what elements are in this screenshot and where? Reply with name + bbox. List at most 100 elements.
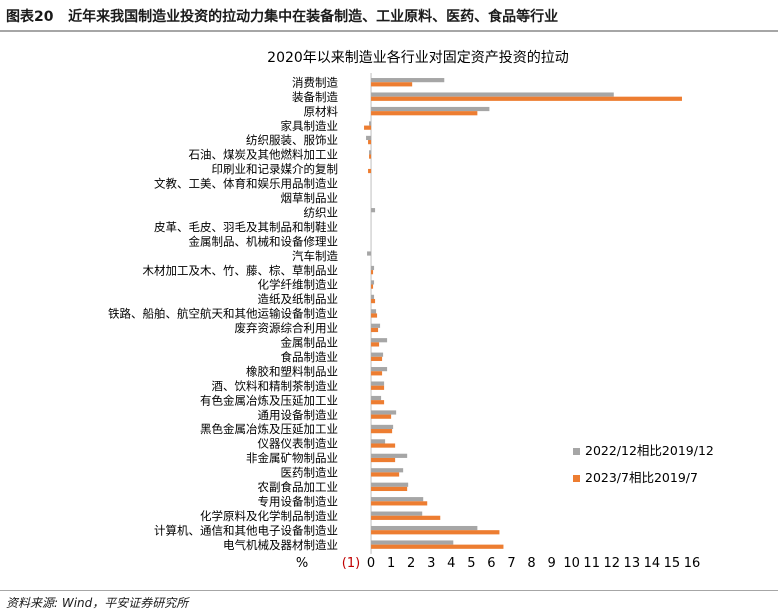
category-label: 化学原料及化学制品制造业 [200,509,338,523]
bar-series-1 [371,309,377,314]
bar-series-1 [371,482,409,487]
bar-series-1 [366,135,372,141]
x-tick-label: 2 [407,556,415,571]
bar-series-1 [371,511,423,516]
bar-series-2 [364,125,372,130]
chart-title: 2020年以来制造业各行业对固定资产投资的拉动 [267,50,569,66]
bar-series-1 [371,395,382,401]
category-label: 原材料 [304,104,339,118]
category-label: 木材加工及木、竹、藤、棕、草制品业 [143,263,339,277]
category-label: 橡胶和塑料制品业 [246,364,338,378]
legend-label-series-2: 2023/7相比2019/7 [585,470,698,485]
category-label: 电气机械及器材制造业 [223,538,338,552]
bar-series-1 [369,150,372,155]
bar-series-2 [371,342,380,347]
bar-series-1 [371,106,490,112]
bar-series-2 [371,327,379,333]
bar-series-1 [369,121,372,126]
x-tick-label: 11 [583,556,600,571]
footer-divider [0,590,778,591]
figure-number: 图表20 [6,9,54,25]
bar-series-2 [371,501,428,506]
x-tick-label: 13 [624,556,641,571]
category-label: 消费制造 [292,75,338,89]
bar-series-2 [371,385,385,390]
source-note: 资料来源: Wind，平安证券研究所 [6,596,189,610]
bar-series-2 [371,313,378,318]
category-label: 纺织服装、服饰业 [246,133,338,147]
bar-series-1 [371,352,384,357]
category-label: 铁路、船舶、航空航天和其他运输设备制造业 [108,307,338,321]
bar-series-1 [371,381,385,386]
legend-swatch-series-1 [573,448,580,455]
category-label: 金属制品业 [281,336,339,350]
category-label: 专用设备制造业 [258,494,339,508]
category-label: 酒、饮料和精制茶制造业 [212,379,339,393]
x-tick-label: 0 [367,556,375,571]
x-tick-label: 5 [467,556,475,571]
header-divider [0,30,778,32]
x-tick-label: 16 [684,556,701,571]
legend-swatch-series-2 [573,475,580,482]
bar-series-1 [371,338,388,343]
bar-series-2 [368,168,372,174]
category-label: 计算机、通信和其他电子设备制造业 [154,523,338,537]
bar-series-1 [371,78,445,83]
bar-series-1 [367,251,372,256]
bar-series-2 [371,472,400,477]
bar-series-1 [371,468,404,473]
figure-header-title: 图表20 近年来我国制造业投资的拉动力集中在装备制造、工业原料、医药、食品等行业 [6,6,558,26]
x-tick-label: 9 [547,556,555,571]
bar-series-1 [371,525,478,531]
bar-series-2 [371,530,500,535]
bar-series-2 [371,414,392,419]
category-label: 印刷业和记录媒介的复制 [212,162,339,176]
category-label: 文教、工美、体育和娱乐用品制造业 [154,177,338,191]
bar-series-1 [371,410,397,415]
category-label: 废弃资源综合利用业 [235,321,339,335]
bar-series-1 [371,265,375,271]
bar-series-2 [371,96,682,101]
category-label: 烟草制品业 [281,191,339,205]
category-label: 有色金属冶炼及压延加工业 [200,393,338,407]
category-label: 皮革、毛皮、羽毛及其制品和制鞋业 [154,220,338,234]
bar-series-2 [371,515,441,520]
x-tick-label: 4 [447,556,455,571]
category-label: 农副食品加工业 [258,480,339,494]
bar-series-1 [371,439,386,444]
x-tick-label: (1) [342,556,360,571]
bar-series-1 [371,208,376,213]
category-label: 装备制造 [292,90,338,104]
x-tick-label: 7 [507,556,515,571]
bar-series-1 [371,294,375,299]
bar-series-1 [371,367,388,372]
bar-series-2 [371,82,413,87]
x-tick-label: 10 [563,556,580,571]
category-label: 家具制造业 [281,119,339,133]
x-tick-label: 15 [664,556,681,571]
legend-label-series-1: 2022/12相比2019/12 [585,443,714,458]
bar-series-1 [371,540,454,545]
category-label: 金属制品、机械和设备修理业 [189,234,339,248]
bar-series-2 [371,429,393,434]
bar-series-2 [369,154,372,159]
bar-series-2 [371,486,408,492]
category-label: 医药制造业 [281,466,339,480]
bar-chart: 2020年以来制造业各行业对固定资产投资的拉动消费制造装备制造原材料家具制造业纺… [108,50,714,571]
category-label: 黑色金属冶炼及压延加工业 [200,422,338,436]
x-tick-label: 1 [387,556,395,571]
category-label: 汽车制造 [292,249,338,263]
x-axis-label: % [296,556,308,571]
category-label: 食品制造业 [281,350,339,364]
bar-series-2 [371,400,385,405]
bar-series-2 [371,371,383,376]
bar-series-2 [371,111,478,116]
bar-series-1 [371,453,408,458]
bar-series-2 [371,270,374,275]
bar-series-2 [371,457,396,463]
category-label: 纺织业 [304,205,339,219]
bar-series-2 [371,443,396,448]
bar-series-2 [371,356,383,361]
x-tick-label: 14 [644,556,661,571]
x-tick-label: 6 [487,556,495,571]
